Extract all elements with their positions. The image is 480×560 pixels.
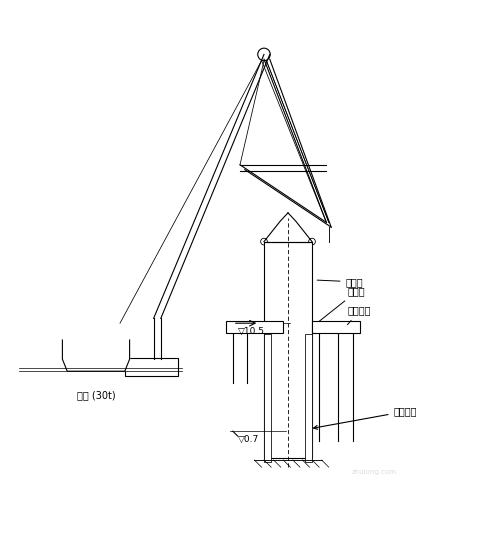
Text: 导向架: 导向架 [319,286,366,321]
Bar [264,334,271,463]
Text: zhulong.com: zhulong.com [352,469,397,475]
Text: ▽0.7: ▽0.7 [238,435,259,444]
Text: 牵引装置: 牵引装置 [313,407,417,430]
Bar [312,321,360,333]
Bar [125,358,178,376]
Text: 浮船 (30t): 浮船 (30t) [77,390,115,400]
Text: ▽10.5: ▽10.5 [238,327,264,336]
Bar [264,241,312,458]
Bar [226,321,283,333]
Polygon shape [62,340,130,371]
Text: 钢护筒: 钢护筒 [317,277,363,287]
Bar [305,334,312,463]
Text: 施工平台: 施工平台 [348,306,372,325]
